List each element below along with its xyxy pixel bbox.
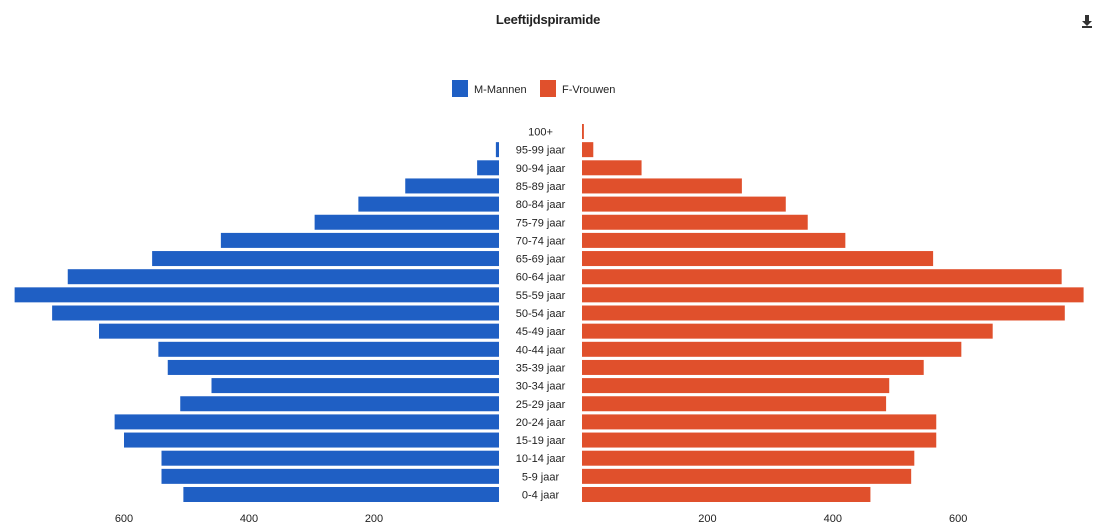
age-label-40-44-jaar: 40-44 jaar [516, 344, 566, 356]
bar-mannen-45-49-jaar[interactable] [99, 323, 499, 339]
bar-vrouwen-40-44-jaar[interactable] [582, 341, 962, 357]
bar-vrouwen-50-54-jaar[interactable] [582, 305, 1065, 321]
bar-vrouwen-35-39-jaar[interactable] [582, 359, 924, 375]
bar-vrouwen-100[interactable] [582, 124, 584, 139]
age-label-65-69-jaar: 65-69 jaar [516, 254, 566, 266]
age-label-0-4-jaar: 0-4 jaar [522, 490, 560, 502]
age-label-60-64-jaar: 60-64 jaar [516, 272, 566, 284]
bar-vrouwen-75-79-jaar[interactable] [582, 214, 808, 230]
legend-swatch-mannen [452, 80, 468, 97]
x-axis-ticks: 600 400 200 200 400 600 [115, 513, 968, 524]
bar-mannen-80-84-jaar[interactable] [358, 196, 499, 212]
bar-vrouwen-0-4-jaar[interactable] [582, 487, 871, 502]
vrouwen-bars [582, 124, 1084, 502]
bar-mannen-55-59-jaar[interactable] [14, 287, 499, 303]
bar-vrouwen-10-14-jaar[interactable] [582, 450, 915, 466]
bar-vrouwen-65-69-jaar[interactable] [582, 251, 934, 267]
bar-vrouwen-85-89-jaar[interactable] [582, 178, 742, 194]
bar-mannen-40-44-jaar[interactable] [158, 341, 499, 357]
age-label-70-74-jaar: 70-74 jaar [516, 235, 566, 247]
age-label-10-14-jaar: 10-14 jaar [516, 453, 566, 465]
tick-right-600: 600 [949, 513, 967, 524]
bar-mannen-95-99-jaar[interactable] [495, 142, 499, 158]
bar-vrouwen-70-74-jaar[interactable] [582, 232, 846, 248]
age-label-100: 100+ [528, 127, 553, 139]
bar-mannen-10-14-jaar[interactable] [161, 450, 500, 466]
bar-vrouwen-45-49-jaar[interactable] [582, 323, 993, 339]
age-label-75-79-jaar: 75-79 jaar [516, 217, 566, 229]
bar-mannen-15-19-jaar[interactable] [124, 432, 499, 448]
tick-right-200: 200 [698, 513, 716, 524]
bar-mannen-30-34-jaar[interactable] [211, 378, 500, 394]
bar-vrouwen-15-19-jaar[interactable] [582, 432, 937, 448]
tick-left-600: 600 [115, 513, 133, 524]
age-label-85-89-jaar: 85-89 jaar [516, 181, 566, 193]
bar-vrouwen-20-24-jaar[interactable] [582, 414, 937, 430]
bar-mannen-50-54-jaar[interactable] [52, 305, 499, 321]
bar-mannen-75-79-jaar[interactable] [314, 214, 499, 230]
bar-vrouwen-55-59-jaar[interactable] [582, 287, 1084, 303]
bar-vrouwen-60-64-jaar[interactable] [582, 269, 1062, 285]
bar-mannen-0-4-jaar[interactable] [183, 487, 499, 502]
bar-vrouwen-5-9-jaar[interactable] [582, 468, 912, 484]
age-label-50-54-jaar: 50-54 jaar [516, 308, 566, 320]
bar-mannen-60-64-jaar[interactable] [67, 269, 499, 285]
bar-vrouwen-80-84-jaar[interactable] [582, 196, 786, 212]
bar-vrouwen-25-29-jaar[interactable] [582, 396, 887, 412]
age-label-55-59-jaar: 55-59 jaar [516, 290, 566, 302]
legend-swatch-vrouwen [540, 80, 556, 97]
tick-left-200: 200 [365, 513, 383, 524]
age-label-35-39-jaar: 35-39 jaar [516, 362, 566, 374]
bar-mannen-65-69-jaar[interactable] [152, 251, 499, 267]
age-label-45-49-jaar: 45-49 jaar [516, 326, 566, 338]
age-label-95-99-jaar: 95-99 jaar [516, 145, 566, 157]
age-label-20-24-jaar: 20-24 jaar [516, 417, 566, 429]
legend: M-Mannen F-Vrouwen [452, 80, 615, 97]
age-label-5-9-jaar: 5-9 jaar [522, 471, 560, 483]
age-label-25-29-jaar: 25-29 jaar [516, 399, 566, 411]
chart-title: Leeftijdspiramide [495, 12, 601, 27]
age-group-labels: 100+ 95-99 jaar 90-94 jaar 85-89 jaar 80-84 … [516, 127, 566, 502]
download-icon[interactable] [1082, 14, 1092, 28]
bar-mannen-90-94-jaar[interactable] [477, 160, 499, 176]
bar-mannen-20-24-jaar[interactable] [114, 414, 499, 430]
mannen-bars [14, 142, 500, 502]
bar-vrouwen-95-99-jaar[interactable] [582, 142, 594, 158]
legend-label-mannen: M-Mannen [474, 84, 527, 96]
bar-vrouwen-90-94-jaar[interactable] [582, 160, 642, 176]
bar-mannen-85-89-jaar[interactable] [405, 178, 499, 194]
legend-label-vrouwen: F-Vrouwen [562, 84, 615, 96]
tick-left-400: 400 [240, 513, 258, 524]
bar-vrouwen-30-34-jaar[interactable] [582, 378, 890, 394]
age-label-90-94-jaar: 90-94 jaar [516, 163, 566, 175]
bar-mannen-25-29-jaar[interactable] [180, 396, 499, 412]
age-label-30-34-jaar: 30-34 jaar [516, 381, 566, 393]
age-label-80-84-jaar: 80-84 jaar [516, 199, 566, 211]
bar-mannen-5-9-jaar[interactable] [161, 468, 500, 484]
age-label-15-19-jaar: 15-19 jaar [516, 435, 566, 447]
bar-mannen-70-74-jaar[interactable] [220, 232, 499, 248]
bar-mannen-35-39-jaar[interactable] [167, 359, 499, 375]
tick-right-400: 400 [824, 513, 842, 524]
